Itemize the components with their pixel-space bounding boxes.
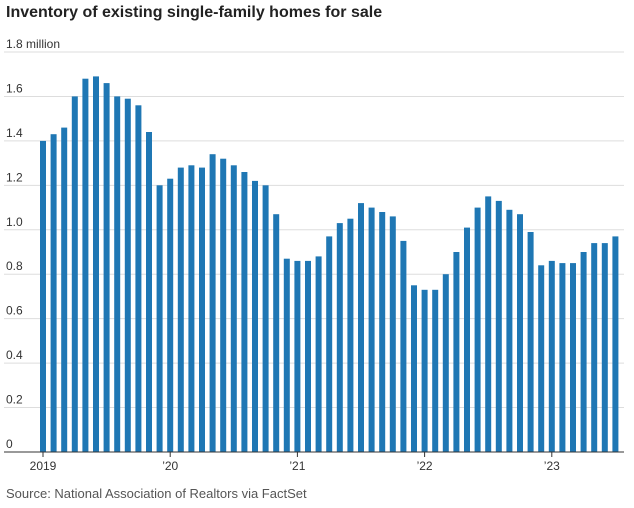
bar <box>400 240 407 452</box>
bar <box>294 260 301 452</box>
bar <box>61 127 68 452</box>
y-tick-label: 1.6 <box>6 81 23 95</box>
bar <box>305 260 311 452</box>
bar <box>358 203 364 452</box>
bar <box>167 178 174 452</box>
bar <box>591 243 598 452</box>
bar <box>103 83 110 452</box>
x-tick-label: ’20 <box>162 459 178 473</box>
y-tick-label: 1.0 <box>6 215 23 229</box>
bar <box>50 134 57 452</box>
bar <box>230 165 237 453</box>
x-tick-label: ’21 <box>289 459 305 473</box>
bar <box>464 227 470 452</box>
y-axis-labels: 0 0.2 0.4 0.6 0.8 1.0 1.2 1.4 1.6 1.8 million <box>6 37 60 451</box>
bar <box>114 96 121 453</box>
bar <box>368 207 375 452</box>
bar <box>177 167 184 452</box>
bar <box>379 212 386 452</box>
x-tick-label: ’23 <box>544 459 560 473</box>
bar <box>252 180 258 452</box>
y-tick-label: 1.4 <box>6 126 23 140</box>
bar <box>209 154 216 452</box>
bar <box>135 105 142 453</box>
y-tick-label: 0.2 <box>6 393 23 407</box>
bar <box>71 96 78 453</box>
bars <box>40 76 619 453</box>
bar <box>220 158 227 452</box>
bar <box>93 76 99 453</box>
bar <box>241 172 248 452</box>
bar <box>411 285 417 452</box>
bar <box>421 289 428 452</box>
bar <box>283 258 290 452</box>
bar <box>389 216 396 452</box>
x-axis-ticks: 2019 ’20 ’21 ’22 ’23 <box>30 452 560 473</box>
source-note: Source: National Association of Realtors… <box>6 486 307 501</box>
bar <box>124 98 131 452</box>
bar <box>40 140 46 452</box>
bar <box>570 263 576 452</box>
y-tick-label: 0 <box>6 437 13 451</box>
bar <box>559 263 566 452</box>
bar <box>580 252 587 452</box>
bar <box>273 214 280 452</box>
bar <box>601 243 608 452</box>
bar <box>199 167 205 452</box>
x-tick-label: 2019 <box>30 459 57 473</box>
bar <box>538 265 545 452</box>
bar <box>262 185 269 453</box>
bar <box>432 289 439 452</box>
x-tick-label: ’22 <box>417 459 433 473</box>
y-tick-label: 0.8 <box>6 259 23 273</box>
bar <box>315 256 322 452</box>
bar <box>326 236 333 452</box>
y-tick-label: 1.8 million <box>6 37 60 51</box>
bar <box>548 260 555 452</box>
chart-title: Inventory of existing single-family home… <box>6 4 383 21</box>
y-tick-label: 0.6 <box>6 304 23 318</box>
bar <box>146 132 152 452</box>
y-tick-label: 1.2 <box>6 170 23 184</box>
bar <box>156 185 163 453</box>
bar <box>527 232 534 452</box>
bar <box>336 223 343 452</box>
y-tick-label: 0.4 <box>6 348 23 362</box>
bar <box>453 252 460 452</box>
bar <box>495 200 502 452</box>
bar <box>347 218 354 452</box>
bar <box>506 209 513 452</box>
bar <box>188 165 195 453</box>
bar <box>442 274 449 452</box>
bar <box>612 236 619 452</box>
bar <box>517 214 523 452</box>
bar <box>474 207 481 452</box>
bar <box>82 78 89 452</box>
bar <box>485 196 492 452</box>
